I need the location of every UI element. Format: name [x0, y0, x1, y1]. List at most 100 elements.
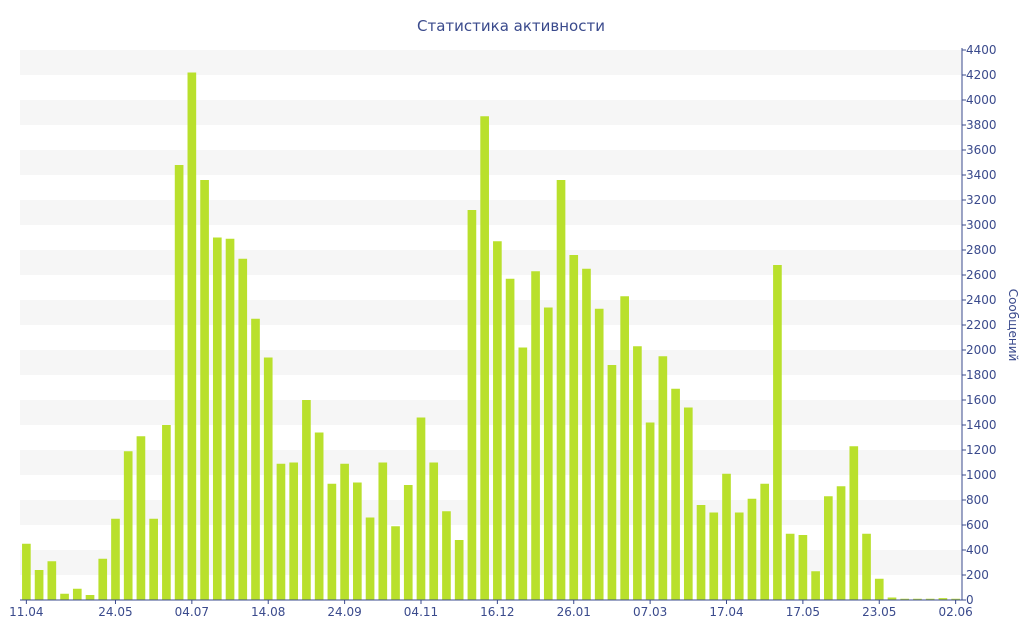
x-tick-label: 17.04	[709, 605, 743, 619]
bar	[569, 255, 579, 600]
bar	[734, 512, 744, 600]
bar	[683, 407, 693, 600]
bar	[416, 417, 426, 600]
bar	[671, 388, 680, 600]
bar	[620, 296, 629, 600]
y-tick-label: 4000	[966, 93, 997, 107]
bar	[505, 278, 515, 600]
y-tick-label: 2800	[966, 243, 997, 257]
y-tick-label: 1600	[966, 393, 997, 407]
y-tick-label: 2600	[966, 268, 997, 282]
grid-band	[20, 250, 962, 275]
bar	[531, 271, 540, 600]
bar	[887, 597, 897, 600]
bar	[556, 180, 566, 600]
x-tick-label: 07.03	[633, 605, 667, 619]
bar	[925, 598, 935, 600]
bar	[263, 357, 273, 600]
bar	[607, 365, 617, 600]
x-tick-label: 14.08	[251, 605, 285, 619]
bar	[454, 540, 464, 600]
bar	[442, 511, 451, 600]
bar	[951, 598, 960, 600]
bar	[862, 533, 871, 600]
y-tick-label: 2000	[966, 343, 997, 357]
y-tick-label: 3800	[966, 118, 997, 132]
grid-band	[20, 500, 962, 525]
chart-title: Статистика активности	[417, 17, 605, 35]
bar	[811, 571, 820, 600]
bar	[34, 570, 44, 600]
bar	[913, 598, 922, 600]
y-tick-label: 3600	[966, 143, 997, 157]
bar	[276, 463, 286, 600]
bar	[225, 238, 235, 600]
y-tick-label: 400	[966, 543, 989, 557]
bar	[429, 462, 439, 600]
bar	[633, 346, 642, 600]
bar	[60, 593, 69, 600]
grid-band	[20, 50, 962, 75]
bar	[938, 598, 948, 601]
bar	[658, 356, 668, 600]
bar	[238, 258, 248, 600]
y-tick-label: 200	[966, 568, 989, 582]
grid-band	[20, 400, 962, 425]
grid-band	[20, 550, 962, 575]
bar	[874, 578, 884, 600]
bar	[582, 268, 591, 600]
bars-group	[22, 72, 960, 601]
y-tick-label: 1400	[966, 418, 997, 432]
bar	[85, 595, 95, 600]
bar	[798, 535, 808, 600]
bar	[785, 533, 795, 600]
bar	[314, 432, 324, 600]
bar	[391, 526, 400, 600]
y-tick-label: 1200	[966, 443, 997, 457]
bar	[200, 180, 209, 600]
y-tick-label: 2200	[966, 318, 997, 332]
bar	[22, 543, 31, 600]
y-tick-label: 800	[966, 493, 989, 507]
x-tick-label: 16.12	[480, 605, 514, 619]
bar	[900, 598, 910, 600]
bar	[162, 425, 171, 600]
y-tick-label: 4200	[966, 68, 997, 82]
bar	[467, 210, 477, 600]
grid-band	[20, 350, 962, 375]
x-tick-label: 24.09	[327, 605, 361, 619]
bar	[518, 347, 528, 600]
y-tick-label: 600	[966, 518, 989, 532]
bar	[493, 241, 502, 600]
bar	[340, 463, 349, 600]
bar	[353, 482, 362, 600]
bar	[403, 485, 413, 600]
bar	[543, 307, 553, 600]
y-tick-label: 2400	[966, 293, 997, 307]
bar	[747, 498, 757, 600]
x-tick-label: 11.04	[9, 605, 43, 619]
bar	[709, 512, 719, 600]
x-tick-label: 04.07	[175, 605, 209, 619]
y-axis: 0 200 400 600 800 1000 1200 1400 1600 1800 2000 220…	[961, 43, 997, 607]
y-axis-label: Сообщений	[1006, 289, 1020, 362]
bar	[824, 496, 833, 600]
grid-bands	[20, 50, 962, 575]
x-tick-label: 23.05	[862, 605, 896, 619]
y-tick-label: 3200	[966, 193, 997, 207]
bar	[187, 72, 197, 600]
bar	[251, 318, 260, 600]
y-tick-label: 1000	[966, 468, 997, 482]
bar	[849, 446, 859, 600]
grid-band	[20, 150, 962, 175]
x-tick-label: 04.11	[404, 605, 438, 619]
y-tick-label: 0	[966, 593, 974, 607]
grid-band	[20, 200, 962, 225]
bar	[47, 561, 57, 600]
x-tick-label: 24.05	[98, 605, 132, 619]
bar	[136, 436, 146, 600]
bar	[645, 422, 655, 600]
y-tick-label: 3000	[966, 218, 997, 232]
y-tick-label: 3400	[966, 168, 997, 182]
bar	[480, 116, 489, 600]
